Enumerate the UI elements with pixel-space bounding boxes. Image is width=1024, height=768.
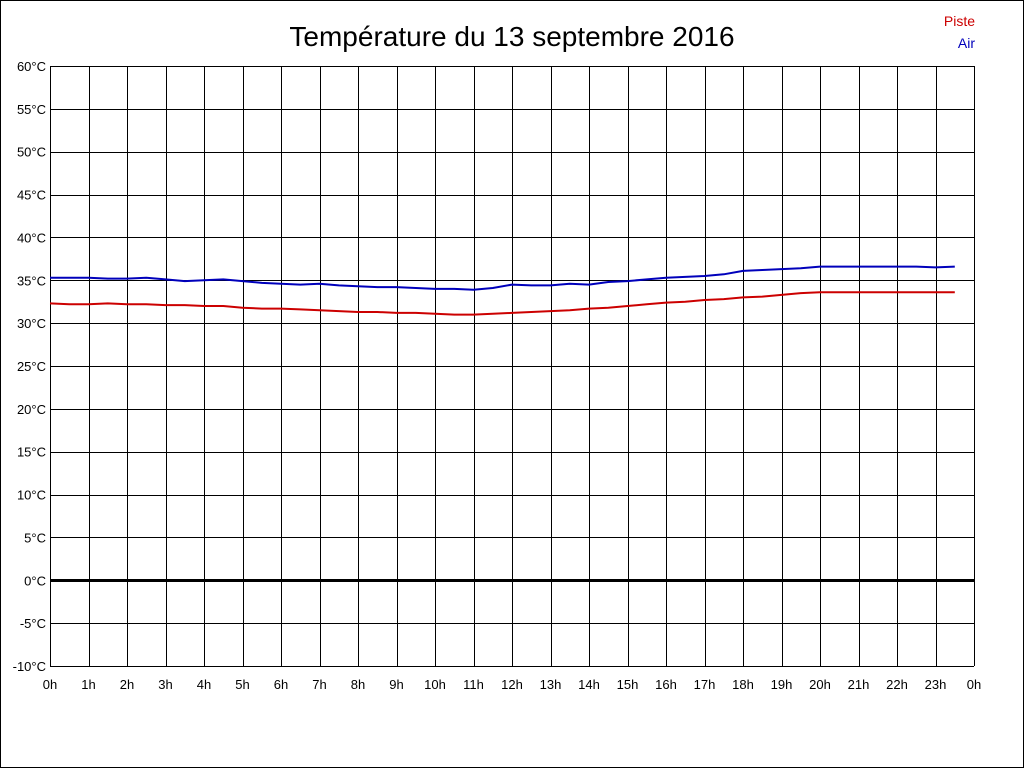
y-tick-label: -10°C [13, 659, 46, 674]
x-tick-label: 11h [463, 677, 484, 692]
y-tick-label: 60°C [17, 59, 46, 74]
x-tick-label: 0h [967, 677, 981, 692]
x-tick-label: 3h [158, 677, 172, 692]
chart-legend: Piste Air [944, 13, 975, 51]
x-tick-label: 6h [274, 677, 288, 692]
y-axis-labels: -10°C -5°C 0°C 5°C 10°C 15°C 20°C 25°C 30°C 35°C 4… [13, 59, 46, 674]
y-tick-label: 5°C [24, 530, 46, 545]
y-tick-label: 50°C [17, 145, 46, 160]
x-tick-label: 16h [655, 677, 677, 692]
y-tick-label: 30°C [17, 316, 46, 331]
legend-entry-piste: Piste [944, 13, 975, 29]
x-tick-label: 15h [617, 677, 639, 692]
y-tick-label: 0°C [24, 573, 46, 588]
x-tick-label: 4h [197, 677, 211, 692]
x-tick-label: 9h [389, 677, 403, 692]
y-tick-label: 35°C [17, 273, 46, 288]
x-tick-label: 21h [848, 677, 870, 692]
y-tick-label: 40°C [17, 230, 46, 245]
x-tick-label: 8h [351, 677, 365, 692]
y-tick-label: 45°C [17, 188, 46, 203]
x-tick-label: 20h [809, 677, 831, 692]
x-tick-label: 19h [771, 677, 793, 692]
y-tick-label: -5°C [20, 616, 46, 631]
x-tick-label: 18h [732, 677, 754, 692]
legend-entry-air: Air [958, 35, 975, 51]
y-tick-label: 20°C [17, 402, 46, 417]
chart-grid [50, 66, 975, 667]
x-axis-labels: 0h 1h 2h 3h 4h 5h 6h 7h 8h 9h 10h 11h 12h 13h 14h 15h 16… [43, 677, 981, 692]
x-tick-label: 14h [578, 677, 600, 692]
x-tick-label: 1h [81, 677, 95, 692]
chart-title: Température du 13 septembre 2016 [289, 21, 734, 52]
y-tick-label: 10°C [17, 488, 46, 503]
x-tick-label: 22h [886, 677, 908, 692]
y-tick-label: 55°C [17, 102, 46, 117]
x-tick-label: 2h [120, 677, 134, 692]
x-tick-label: 10h [424, 677, 446, 692]
x-tick-label: 12h [501, 677, 523, 692]
y-tick-label: 15°C [17, 445, 46, 460]
x-tick-label: 0h [43, 677, 57, 692]
x-tick-label: 23h [925, 677, 947, 692]
chart-series [49, 265, 955, 316]
x-tick-label: 5h [235, 677, 249, 692]
series-line-piste [49, 291, 955, 316]
x-tick-label: 7h [312, 677, 326, 692]
x-tick-label: 17h [694, 677, 716, 692]
y-tick-label: 25°C [17, 359, 46, 374]
series-line-air [50, 265, 955, 291]
x-tick-label: 13h [540, 677, 562, 692]
